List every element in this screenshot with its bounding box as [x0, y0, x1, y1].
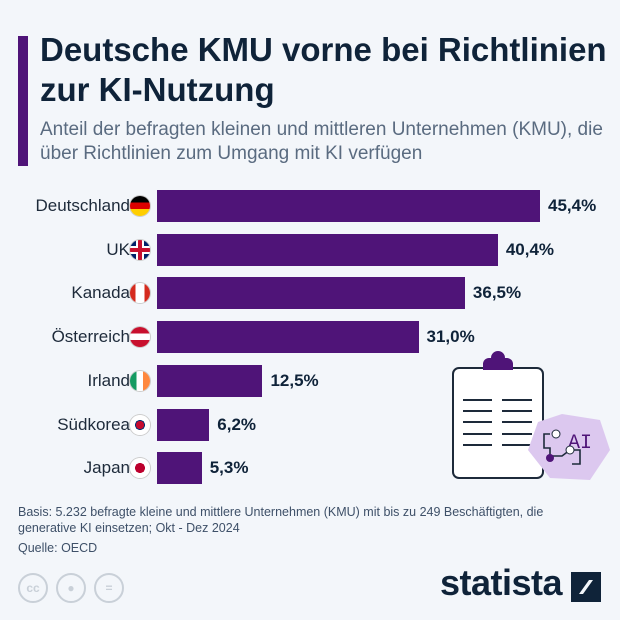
category-label: Südkorea	[57, 414, 130, 434]
category-label: UK	[106, 239, 130, 259]
value-label: 36,5%	[472, 283, 522, 303]
value-label: 31,0%	[426, 327, 475, 347]
value-label: 5,3%	[209, 458, 249, 478]
value-label: 12,5%	[270, 370, 319, 390]
ireland-flag-icon	[130, 370, 150, 391]
basis-note: Basis: 5.232 befragte kleine und mittler…	[18, 505, 544, 535]
statista-logo[interactable]: statista	[440, 562, 563, 603]
bar-österreich	[157, 321, 419, 354]
source-note: Quelle: OECD	[18, 541, 98, 555]
attribution-icon[interactable]: ●	[56, 573, 86, 603]
value-label: 40,4%	[505, 239, 555, 259]
japan-flag-icon	[130, 458, 150, 479]
clipboard-ai-illustration: AI	[452, 351, 610, 480]
cc-license-icon[interactable]: cc	[18, 573, 48, 603]
bar-südkorea	[157, 408, 210, 441]
title-accent-bar	[18, 36, 28, 166]
category-label: Kanada	[71, 283, 130, 303]
uk-flag-icon	[130, 239, 150, 260]
south-korea-flag-icon	[130, 414, 150, 435]
category-label: Deutschland	[35, 196, 130, 215]
bar-kanada	[157, 277, 465, 310]
value-label: 6,2%	[217, 414, 257, 434]
category-label: Japan	[83, 458, 130, 478]
germany-flag-icon	[130, 196, 150, 216]
category-label: Irland	[87, 370, 130, 390]
chart-subtitle: Anteil der befragten kleinen und mittler…	[40, 119, 603, 164]
category-label: Österreich	[51, 327, 130, 347]
statista-logo-mark-icon	[571, 572, 601, 602]
no-derivatives-icon[interactable]: =	[94, 573, 124, 603]
canada-flag-icon	[130, 283, 150, 304]
value-label: 45,4%	[548, 196, 597, 215]
chart-title: Deutsche KMU vorne bei Richtlinien zur K…	[40, 31, 607, 108]
bar-japan	[157, 452, 202, 485]
bar-uk	[157, 233, 498, 266]
austria-flag-icon	[130, 327, 150, 348]
bar-deutschland	[157, 190, 540, 222]
bar-irland	[157, 364, 263, 397]
